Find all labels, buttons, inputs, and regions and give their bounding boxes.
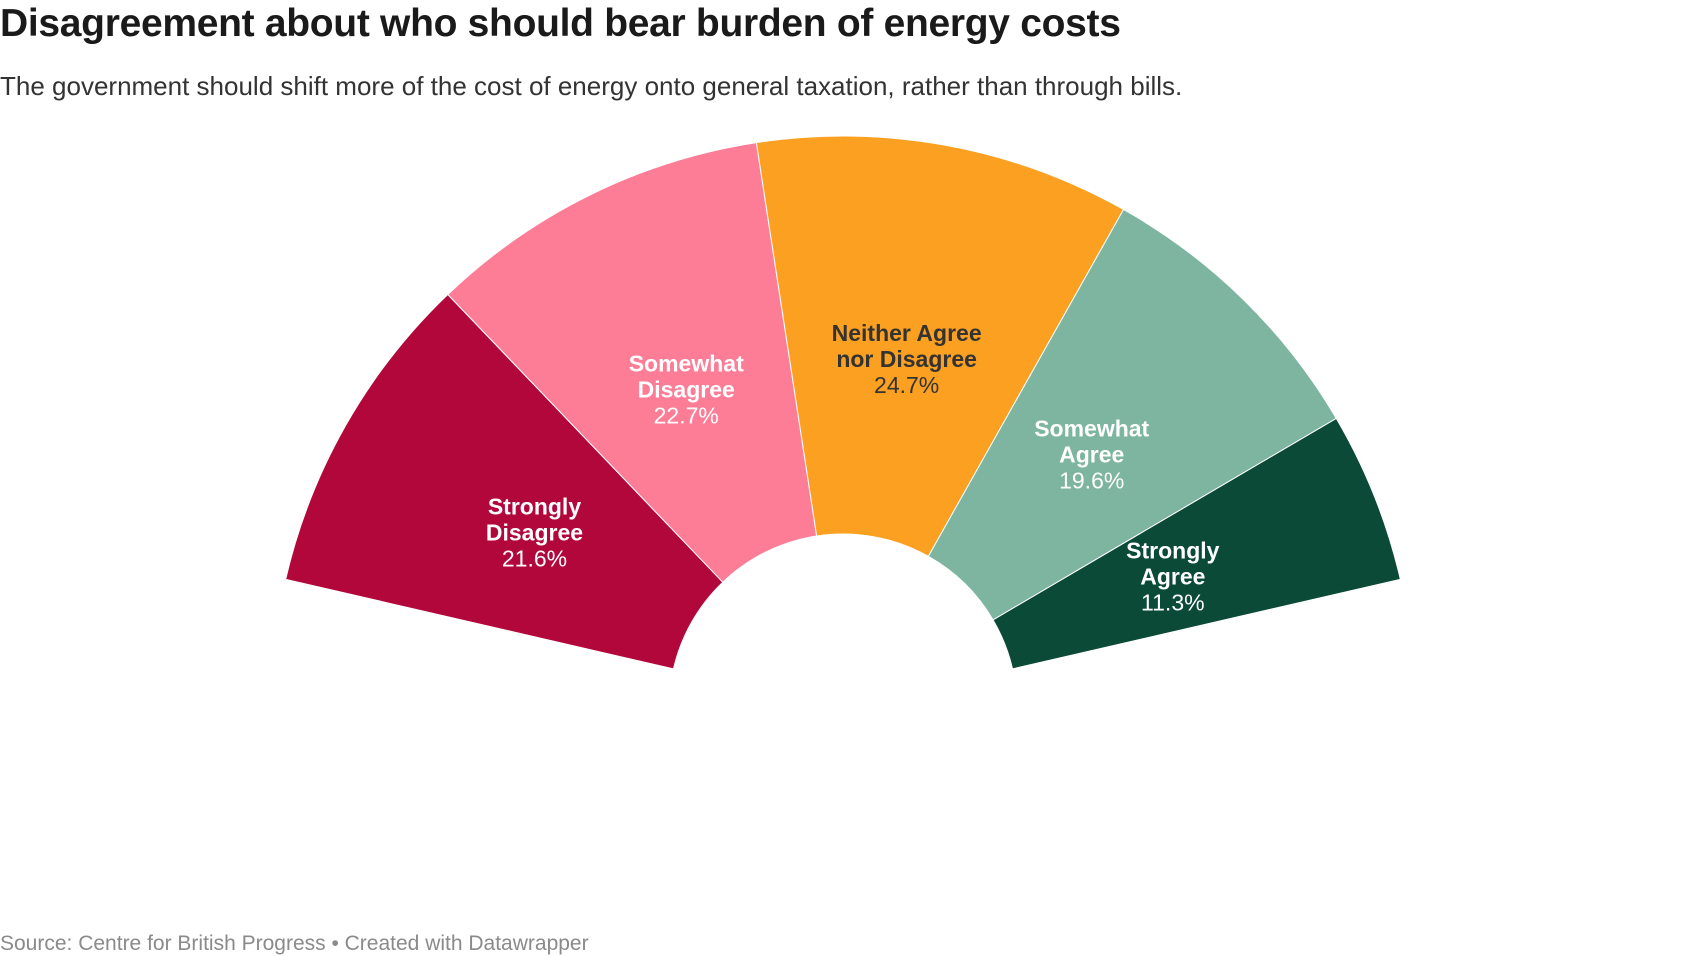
slice-somewhat-disagree (447, 142, 818, 583)
source-note: Source: Centre for British Progress • Cr… (0, 932, 589, 955)
slice-name-line: Disagree (638, 376, 735, 402)
slice-label-neither-agree-nor-disagree: Neither Agree nor Disagree 24.7% (832, 320, 982, 398)
chart-slices (285, 135, 1401, 670)
slice-label-strongly-agree: Strongly Agree 11.3% (1126, 538, 1219, 616)
slice-value-label: 24.7% (874, 372, 939, 398)
slice-name-line: Agree (1140, 564, 1205, 590)
chart-subtitle: The government should shift more of the … (0, 71, 1183, 101)
chart-labels: Strongly Disagree 21.6%Somewhat Disagree 22.… (486, 320, 1220, 616)
slice-name-line: Strongly (488, 493, 581, 519)
slice-strongly-disagree (285, 293, 724, 670)
slice-name-line: Somewhat (1034, 416, 1149, 442)
chart-title: Disagreement about who should bear burde… (0, 2, 1121, 45)
slice-value-label: 22.7% (654, 402, 719, 428)
slice-name-line: Somewhat (629, 350, 744, 376)
slice-name-line: Agree (1059, 442, 1124, 468)
slice-value-label: 19.6% (1059, 468, 1124, 494)
slice-name-line: Neither Agree (832, 320, 982, 346)
slice-label-strongly-disagree: Strongly Disagree 21.6% (486, 493, 583, 571)
slice-label-somewhat-agree: Somewhat Agree 19.6% (1034, 416, 1149, 494)
slice-value-label: 11.3% (1141, 590, 1205, 616)
slice-somewhat-agree (927, 208, 1337, 621)
slice-name-line: Strongly (1126, 538, 1219, 564)
slice-neither-agree-nor-disagree (755, 135, 1125, 558)
slice-value-label: 21.6% (502, 545, 567, 571)
slice-label-somewhat-disagree: Somewhat Disagree 22.7% (629, 350, 744, 428)
slice-name-line: Disagree (486, 519, 583, 545)
slice-name-line: nor Disagree (836, 346, 977, 372)
slice-strongly-agree (992, 417, 1401, 670)
